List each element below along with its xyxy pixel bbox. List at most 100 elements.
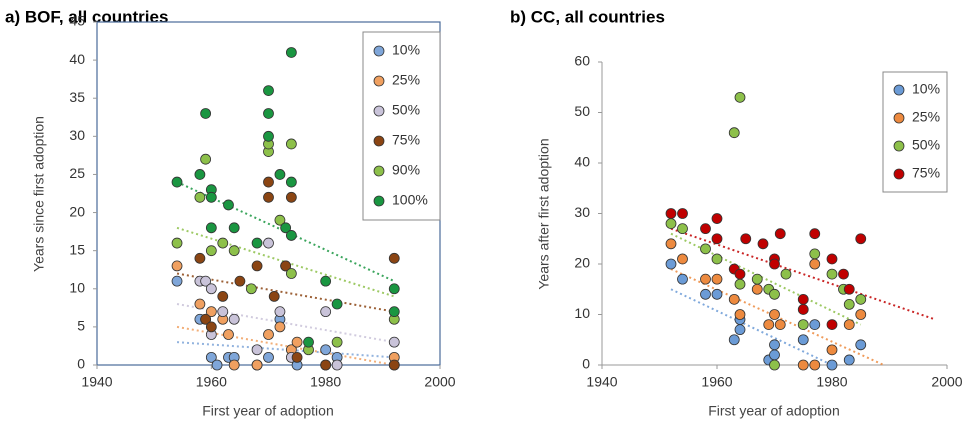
data-point (263, 176, 274, 188)
data-point (251, 359, 263, 371)
data-point (200, 275, 212, 287)
legend-label: 90% (392, 162, 420, 178)
data-point (728, 127, 740, 139)
trend-line (176, 341, 395, 359)
data-point (809, 228, 821, 240)
data-point (285, 138, 297, 150)
data-point (228, 359, 240, 371)
data-point (665, 218, 677, 230)
y-tick-label: 0 (582, 356, 590, 372)
data-point (205, 351, 217, 363)
data-point (274, 306, 286, 318)
data-point (751, 273, 763, 285)
data-point (285, 176, 297, 188)
data-point (205, 306, 217, 318)
data-point (677, 273, 688, 285)
data-point (263, 329, 274, 340)
x-tick-label: 1940 (586, 374, 617, 390)
data-point (194, 252, 206, 264)
y-tick-label: 30 (574, 204, 590, 220)
data-point (251, 237, 263, 249)
data-point (303, 336, 314, 348)
data-point (809, 248, 821, 260)
data-point (217, 237, 229, 249)
y-tick-label: 20 (574, 255, 590, 271)
y-tick-label: 50 (574, 103, 590, 119)
legend-label: 25% (392, 72, 420, 88)
data-point (700, 223, 711, 235)
data-point (274, 321, 286, 333)
data-point (809, 359, 821, 371)
data-point (263, 108, 274, 119)
data-point (228, 222, 240, 234)
trend-line (176, 272, 395, 313)
y-tick-label: 25 (69, 165, 85, 181)
y-tick-label: 0 (77, 356, 85, 372)
data-point (855, 309, 867, 320)
data-point (285, 191, 297, 203)
data-point (263, 237, 274, 249)
data-point (757, 238, 769, 250)
y-tick-label: 5 (77, 318, 85, 334)
data-point (331, 359, 343, 371)
legend-label: 10% (912, 81, 940, 97)
data-point (734, 324, 746, 336)
legend-label: 75% (912, 165, 940, 181)
data-point (320, 344, 332, 356)
data-point (388, 306, 400, 318)
legend-marker (893, 168, 905, 180)
data-point (205, 191, 217, 203)
data-point (388, 336, 400, 348)
legend-label: 10% (392, 42, 420, 58)
data-point (826, 359, 838, 371)
data-point (843, 319, 855, 331)
data-point (268, 290, 280, 302)
data-point (263, 191, 274, 203)
y-axis-label: Years after first adoption (536, 138, 552, 289)
data-point (677, 208, 688, 219)
data-point (194, 298, 206, 310)
data-point (677, 223, 688, 235)
data-point (677, 253, 688, 265)
data-point (234, 275, 246, 287)
data-point (223, 199, 234, 211)
data-point (171, 275, 183, 287)
data-point (171, 260, 183, 272)
data-point (740, 233, 752, 245)
data-point (331, 336, 343, 348)
data-point (734, 91, 746, 103)
data-point (320, 359, 332, 371)
legend-marker (373, 45, 385, 57)
data-point (855, 233, 867, 245)
data-point (200, 108, 212, 119)
data-point (320, 275, 332, 287)
data-point (797, 293, 809, 305)
data-point (734, 268, 746, 280)
data-point (205, 321, 217, 333)
data-point (734, 309, 746, 320)
data-point (217, 290, 229, 302)
legend-label: 25% (912, 109, 940, 125)
x-tick-label: 1940 (81, 374, 112, 390)
data-point (665, 238, 677, 250)
x-tick-label: 2000 (931, 374, 962, 390)
data-point (826, 253, 838, 265)
data-point (263, 351, 274, 363)
data-point (251, 344, 263, 356)
data-point (280, 222, 292, 234)
data-point (665, 208, 677, 219)
data-point (700, 288, 711, 300)
data-point (263, 85, 274, 96)
data-point (217, 306, 229, 318)
data-point (809, 319, 821, 331)
legend-label: 75% (392, 132, 420, 148)
data-point (843, 298, 855, 310)
data-point (700, 243, 711, 255)
data-point (769, 339, 780, 351)
data-point (205, 222, 217, 234)
data-point (826, 319, 838, 331)
x-tick-label: 1960 (196, 374, 227, 390)
data-point (274, 169, 286, 180)
